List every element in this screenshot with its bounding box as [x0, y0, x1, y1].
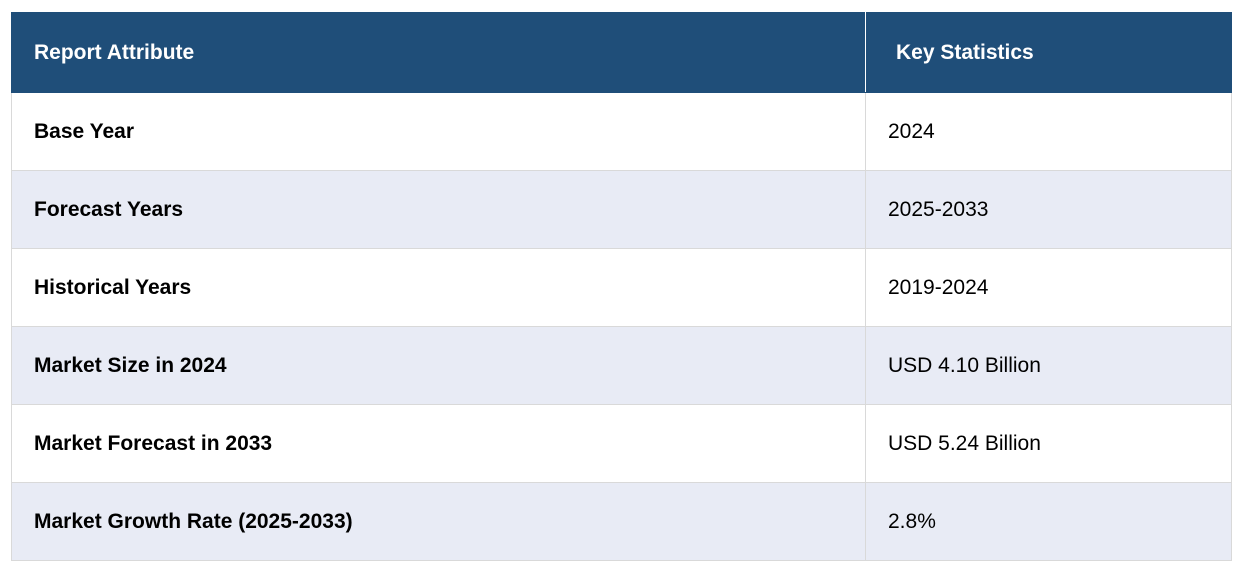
column-header-key-statistics: Key Statistics [865, 12, 1232, 93]
row-attribute: Market Forecast in 2033 [11, 404, 866, 483]
table-row: Market Forecast in 2033 USD 5.24 Billion [11, 404, 1232, 483]
row-value: 2019-2024 [865, 248, 1232, 327]
row-value: USD 4.10 Billion [865, 326, 1232, 405]
row-value: 2024 [865, 92, 1232, 171]
table-row: Forecast Years 2025-2033 [11, 170, 1232, 249]
table-row: Historical Years 2019-2024 [11, 248, 1232, 327]
row-value: USD 5.24 Billion [865, 404, 1232, 483]
row-attribute: Market Growth Rate (2025-2033) [11, 482, 866, 561]
row-attribute: Market Size in 2024 [11, 326, 866, 405]
column-header-report-attribute: Report Attribute [11, 12, 866, 93]
table-header-row: Report Attribute Key Statistics [11, 12, 1232, 93]
table-row: Market Size in 2024 USD 4.10 Billion [11, 326, 1232, 405]
table-row: Market Growth Rate (2025-2033) 2.8% [11, 482, 1232, 561]
row-value: 2.8% [865, 482, 1232, 561]
table-row: Base Year 2024 [11, 92, 1232, 171]
row-attribute: Base Year [11, 92, 866, 171]
row-attribute: Historical Years [11, 248, 866, 327]
report-attributes-table: Report Attribute Key Statistics Base Yea… [11, 12, 1232, 561]
row-attribute: Forecast Years [11, 170, 866, 249]
row-value: 2025-2033 [865, 170, 1232, 249]
